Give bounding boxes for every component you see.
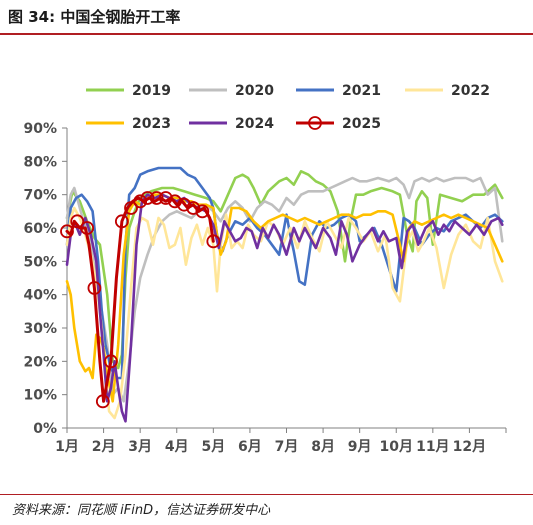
series-marker-2025 [206, 234, 221, 249]
series-marker-2025 [158, 191, 173, 205]
series-marker-2025 [168, 194, 182, 209]
series-marker-2025 [114, 214, 129, 229]
series-layer [60, 166, 504, 423]
y-tick-label: 30% [23, 321, 57, 337]
y-tick-label: 10% [23, 388, 57, 404]
title-rule [0, 33, 533, 35]
series-line-2023 [65, 193, 504, 403]
series-marker-2025 [95, 394, 110, 409]
source-rule [0, 494, 533, 495]
y-tick-label: 70% [23, 188, 57, 204]
x-tick-label: 6月 [238, 439, 262, 455]
series-marker-2025 [133, 194, 148, 209]
series-marker-2025 [87, 281, 102, 295]
y-tick-label: 60% [23, 221, 57, 237]
y-tick-label: 0% [33, 421, 57, 437]
series-marker-2025 [149, 191, 164, 205]
legend-label-2021: 2021 [342, 83, 381, 99]
x-tick-label: 5月 [201, 439, 225, 455]
series-line-2024 [65, 193, 504, 423]
chart-legend: 2019 2020 2021 2022 2023 2024 2025 [86, 83, 490, 132]
series-marker-2025 [195, 204, 210, 219]
legend-label-2023: 2023 [132, 116, 171, 132]
legend-marker-2025 [308, 116, 322, 130]
x-tick-label: 4月 [165, 439, 189, 455]
x-tick-label: 9月 [348, 439, 372, 455]
legend-label-2019: 2019 [132, 83, 171, 99]
chart-axes: 0% 10% 20% 30% 40% 50% 60% 70% 80% 90% 1月 2月 3月 4月 5月 6… [23, 121, 507, 455]
series-marker-2025 [140, 191, 155, 205]
y-tick-label: 90% [23, 121, 57, 137]
x-tick-label: 8月 [311, 439, 335, 455]
series-marker-2025 [124, 201, 138, 215]
x-tick-label: 12月 [453, 439, 486, 455]
legend-label-2025: 2025 [342, 116, 381, 132]
x-tick-label: 11月 [416, 439, 449, 455]
x-tick-label: 10月 [380, 439, 413, 455]
y-tick-label: 20% [23, 354, 57, 370]
series-marker-2025 [60, 224, 74, 239]
y-tick-label: 50% [23, 254, 57, 270]
legend-label-2024: 2024 [235, 116, 274, 132]
x-tick-label: 7月 [275, 439, 299, 455]
series-marker-2025 [80, 221, 95, 235]
figure-header: 图 34: 中国全钢胎开工率 [0, 0, 533, 34]
series-marker-2025 [104, 354, 118, 369]
series-marker-2025 [70, 214, 85, 229]
figure-title: 图 34: 中国全钢胎开工率 [8, 8, 181, 26]
series-marker-2025 [186, 201, 201, 215]
x-tick-label: 1月 [55, 439, 79, 455]
y-tick-label: 40% [23, 288, 57, 304]
y-tick-label: 80% [23, 154, 57, 170]
x-tick-label: 3月 [128, 439, 152, 455]
legend-label-2022: 2022 [451, 83, 490, 99]
series-marker-2025 [177, 197, 191, 212]
source-note: 资料来源：同花顺 iFinD，信达证券研发中心 [12, 503, 271, 518]
x-tick-label: 2月 [92, 439, 116, 455]
legend-label-2020: 2020 [235, 83, 274, 99]
